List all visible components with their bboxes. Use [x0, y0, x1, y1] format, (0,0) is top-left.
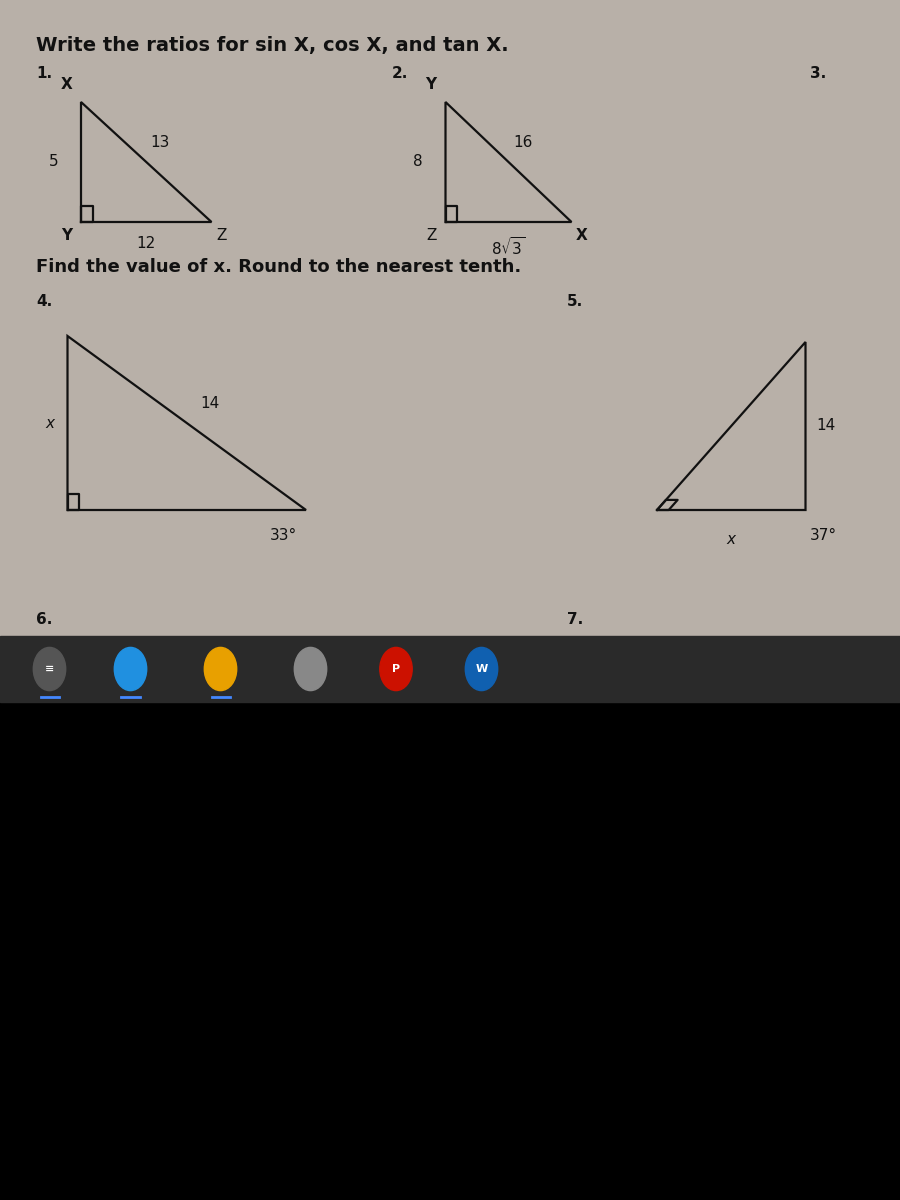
Text: 5.4: 5.4	[63, 703, 87, 719]
Text: Y: Y	[61, 228, 72, 242]
Text: P: P	[392, 664, 400, 674]
Text: 55°: 55°	[630, 782, 657, 797]
Text: 6.: 6.	[36, 612, 52, 626]
Text: x: x	[727, 532, 736, 547]
Circle shape	[33, 647, 66, 691]
Text: 5.: 5.	[567, 294, 583, 308]
Text: 33°: 33°	[270, 528, 297, 542]
Text: 4.: 4.	[36, 294, 52, 308]
Text: 14: 14	[201, 396, 220, 410]
Text: 8: 8	[413, 155, 423, 169]
Text: x: x	[156, 634, 165, 648]
Circle shape	[204, 647, 237, 691]
Circle shape	[114, 647, 147, 691]
Circle shape	[380, 647, 412, 691]
Text: 12: 12	[137, 236, 156, 252]
Text: $8\sqrt{3}$: $8\sqrt{3}$	[491, 236, 526, 258]
Text: Z: Z	[216, 228, 227, 242]
Text: Z: Z	[426, 228, 436, 242]
Text: ≡: ≡	[45, 664, 54, 674]
Circle shape	[465, 647, 498, 691]
Text: X: X	[576, 228, 588, 242]
Text: 1.: 1.	[36, 66, 52, 80]
Text: 29°: 29°	[207, 780, 234, 794]
Text: 33: 33	[697, 790, 716, 804]
Text: 3.: 3.	[810, 66, 826, 80]
Bar	[0, 636, 900, 702]
Text: X: X	[60, 77, 72, 92]
Text: 13: 13	[150, 134, 170, 150]
Text: Y: Y	[426, 77, 436, 92]
Text: W: W	[475, 664, 488, 674]
Bar	[0, 702, 900, 1200]
Text: 37°: 37°	[810, 528, 837, 542]
Text: x: x	[762, 634, 771, 648]
Text: Find the value of x. Round to the nearest tenth.: Find the value of x. Round to the neares…	[36, 258, 521, 276]
Text: 7.: 7.	[567, 612, 583, 626]
Text: x: x	[45, 415, 54, 431]
Text: 14: 14	[816, 419, 835, 433]
Text: Write the ratios for sin X, cos X, and tan X.: Write the ratios for sin X, cos X, and t…	[36, 36, 508, 55]
Text: 16: 16	[513, 134, 533, 150]
Circle shape	[294, 647, 327, 691]
Text: 2.: 2.	[392, 66, 408, 80]
Text: 5: 5	[49, 155, 58, 169]
